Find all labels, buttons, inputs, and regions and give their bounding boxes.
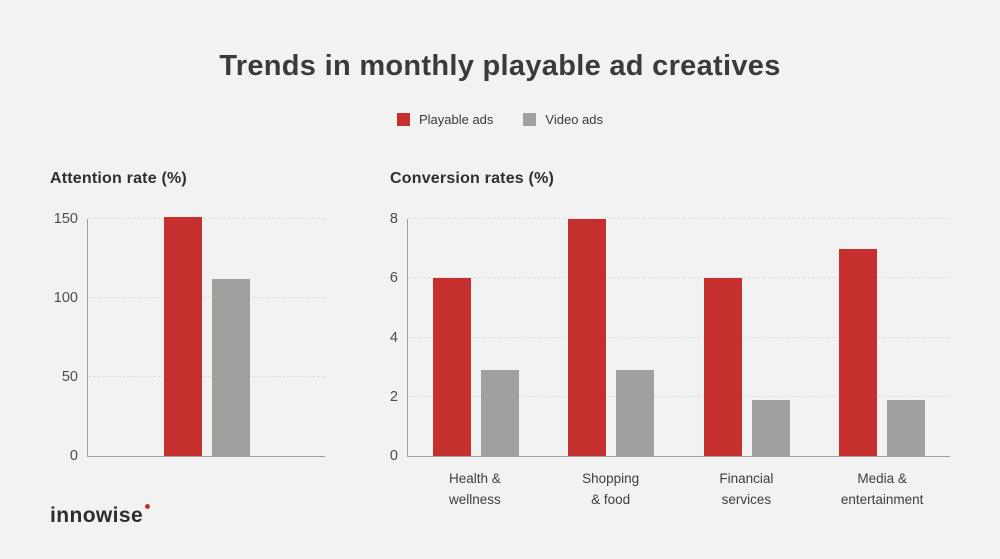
y-tick-label-6: 6 — [389, 270, 398, 287]
video-ads-bar-single — [211, 279, 250, 456]
category-label-financial-services: Financial services — [719, 471, 774, 507]
video-ads-swatch-icon — [523, 113, 537, 126]
conversion-rates-category-labels: Health & wellness Shopping & food Financia… — [407, 469, 950, 511]
bar-group-financial-services — [703, 219, 790, 456]
bars-row — [408, 219, 950, 456]
y-tick-label-50: 50 — [61, 369, 78, 385]
video-ads-bar-financial-services — [751, 399, 790, 456]
innowise-logo-text: innowise — [50, 504, 144, 527]
playable-ads-bar-financial-services — [703, 278, 742, 456]
legend-label-playable-ads: Playable ads — [418, 112, 494, 127]
logo-dot-icon — [145, 504, 151, 509]
playable-ads-bar-health-wellness — [432, 278, 471, 456]
legend-label-video-ads: Video ads — [545, 112, 604, 127]
conversion-rates-plot-area: 0 2 4 6 8 — [390, 211, 950, 464]
attention-rate-plot-area: 0 50 100 150 — [54, 211, 325, 464]
gridline-100 — [88, 297, 325, 298]
category-label-media-entertainment: Media & entertainment — [840, 471, 924, 507]
video-ads-bar-health-wellness — [480, 370, 519, 456]
gridline-8 — [408, 218, 950, 219]
y-tick-label-8: 8 — [389, 211, 398, 227]
bars-row — [88, 217, 325, 456]
attention-rate-chart-title: Attention rate (%) — [50, 170, 187, 187]
gridline-4 — [408, 336, 950, 338]
gridline-2 — [408, 395, 950, 397]
category-label-shopping-food: Shopping & food — [582, 471, 640, 507]
bar-group-media-entertainment — [839, 219, 926, 456]
gridline-50 — [88, 376, 325, 377]
video-ads-bar-media-entertainment — [887, 399, 926, 456]
y-tick-label-100: 100 — [53, 290, 78, 306]
bar-group-single — [163, 217, 250, 456]
y-tick-label-2: 2 — [389, 388, 398, 405]
bar-group-shopping-food — [568, 219, 655, 456]
gridline-6 — [408, 277, 950, 279]
legend-item-video-ads: Video ads — [523, 112, 603, 127]
page-title: Trends in monthly playable ad creatives — [219, 50, 781, 82]
y-tick-label-0: 0 — [69, 448, 78, 464]
category-label-health-wellness: Health & wellness — [448, 471, 501, 507]
playable-ads-bar-media-entertainment — [839, 248, 878, 456]
y-tick-label-150: 150 — [53, 211, 78, 227]
bar-group-health-wellness — [432, 219, 519, 456]
gridline-150 — [88, 218, 325, 219]
video-ads-bar-shopping-food — [616, 370, 655, 456]
conversion-rates-chart-title: Conversion rates (%) — [390, 170, 555, 187]
playable-ads-bar-shopping-food — [568, 219, 607, 456]
y-tick-label-0: 0 — [389, 448, 398, 464]
playable-ads-swatch-icon — [396, 113, 410, 126]
playable-ads-bar-single — [163, 217, 202, 456]
innowise-logo: innowise — [50, 504, 151, 528]
legend-item-playable-ads: Playable ads — [396, 112, 494, 127]
chart-legend: Playable ads Video ads — [0, 112, 1000, 127]
y-tick-label-4: 4 — [389, 329, 398, 346]
